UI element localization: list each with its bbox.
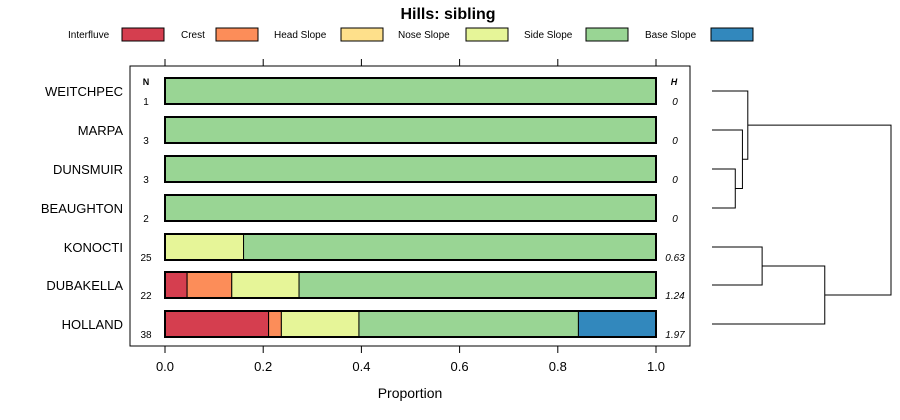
bar-segment-konocti-side-slope: [243, 233, 657, 261]
bar-outline-weitchpec: [164, 77, 657, 105]
bar-segment-holland-nose-slope: [280, 310, 360, 338]
bar-segment-marpa-side-slope: [164, 116, 657, 144]
legend-swatch-crest: [215, 27, 259, 42]
x-tick-label: 0.8: [549, 359, 567, 374]
bar-segment-konocti-nose-slope: [164, 233, 245, 261]
plot-frame: [129, 65, 691, 347]
x-tick-label: 1.0: [647, 359, 665, 374]
x-tick-label: 0.0: [156, 359, 174, 374]
h-header: H: [671, 77, 678, 87]
n-value-konocti: 25: [140, 253, 152, 264]
bar-segment-weitchpec-side-slope: [164, 77, 657, 105]
legend-swatch-nose-slope: [465, 27, 509, 42]
row-beaughton: BEAUGHTON 2 0: [41, 194, 678, 225]
legend-label-interfluve: Interfluve: [68, 30, 110, 41]
dendrogram-link-4: [712, 246, 763, 286]
bar-segment-holland-base-slope: [577, 310, 657, 338]
bar-segment-holland-interfluve: [164, 310, 270, 338]
bar-segment-holland-crest: [268, 310, 282, 338]
n-header: N: [143, 77, 150, 87]
row-label-weitchpec: WEITCHPEC: [45, 84, 123, 99]
row-label-beaughton: BEAUGHTON: [41, 201, 123, 216]
bar-segment-dubakella-interfluve: [164, 271, 188, 299]
h-value-dubakella: 1.24: [665, 291, 685, 302]
dendrogram-link-2: [712, 129, 743, 189]
bar-segment-dubakella-crest: [186, 271, 233, 299]
n-value-weitchpec: 1: [143, 97, 149, 108]
bar-outline-beaughton: [164, 194, 657, 222]
row-dubakella: DUBAKELLA 22 1.24: [46, 271, 685, 302]
row-label-dunsmuir: DUNSMUIR: [53, 162, 123, 177]
legend-label-side-slope: Side Slope: [524, 30, 573, 41]
x-axis-title: Proportion: [378, 385, 443, 401]
legend-swatch-side-slope: [585, 27, 629, 42]
legend-swatch-head-slope: [340, 27, 384, 42]
n-value-dunsmuir: 3: [143, 175, 149, 186]
legend: Interfluve Crest Head Slope Nose Slope Side …: [68, 27, 754, 42]
row-marpa: MARPA 3 0: [78, 116, 678, 147]
bar-segment-dunsmuir-side-slope: [164, 155, 657, 183]
row-dunsmuir: DUNSMUIR 3 0: [53, 155, 678, 186]
row-holland: HOLLAND 38 1.97: [62, 310, 685, 341]
n-value-dubakella: 22: [140, 291, 152, 302]
legend-label-crest: Crest: [181, 30, 205, 41]
n-value-holland: 38: [140, 330, 152, 341]
h-value-holland: 1.97: [665, 330, 685, 341]
bar-segment-dubakella-nose-slope: [231, 271, 300, 299]
row-label-dubakella: DUBAKELLA: [46, 278, 123, 293]
dendrogram-link-1: [712, 168, 736, 209]
n-value-marpa: 3: [143, 136, 149, 147]
row-label-marpa: MARPA: [78, 123, 124, 138]
h-value-weitchpec: 0: [672, 97, 678, 108]
bar-rows: WEITCHPEC 1 0 MARPA 3 0 DUNSMUIR 3 0 BEAUGHTON 2 0 K…: [41, 77, 685, 341]
x-tick-label: 0.2: [254, 359, 272, 374]
x-axis: 0.0 0.2 0.4 0.6 0.8 1.0: [156, 59, 665, 374]
legend-label-nose-slope: Nose Slope: [398, 30, 450, 41]
bar-segment-holland-side-slope: [358, 310, 579, 338]
bar-segment-beaughton-side-slope: [164, 194, 657, 222]
dendrogram-link-5: [712, 265, 826, 325]
bar-segment-dubakella-side-slope: [298, 271, 657, 299]
row-label-konocti: KONOCTI: [64, 240, 123, 255]
h-value-dunsmuir: 0: [672, 175, 678, 186]
bar-outline-dubakella: [164, 271, 657, 299]
legend-swatch-interfluve: [121, 27, 165, 42]
row-label-holland: HOLLAND: [62, 317, 123, 332]
bar-outline-konocti: [164, 233, 657, 261]
row-konocti: KONOCTI 25 0.63: [64, 233, 685, 264]
row-weitchpec: WEITCHPEC 1 0: [45, 77, 678, 108]
x-tick-label: 0.4: [352, 359, 370, 374]
chart-title: Hills: sibling: [400, 6, 495, 23]
legend-swatch-base-slope: [710, 27, 754, 42]
h-value-beaughton: 0: [672, 214, 678, 225]
x-tick-label: 0.6: [451, 359, 469, 374]
dendrogram: [712, 90, 892, 325]
h-value-konocti: 0.63: [665, 253, 685, 264]
dendrogram-link-6: [747, 124, 892, 296]
bar-outline-marpa: [164, 116, 657, 144]
legend-label-head-slope: Head Slope: [274, 30, 327, 41]
bar-outline-dunsmuir: [164, 155, 657, 183]
n-value-beaughton: 2: [143, 214, 149, 225]
legend-label-base-slope: Base Slope: [645, 30, 697, 41]
bar-outline-holland: [164, 310, 657, 338]
h-value-marpa: 0: [672, 136, 678, 147]
